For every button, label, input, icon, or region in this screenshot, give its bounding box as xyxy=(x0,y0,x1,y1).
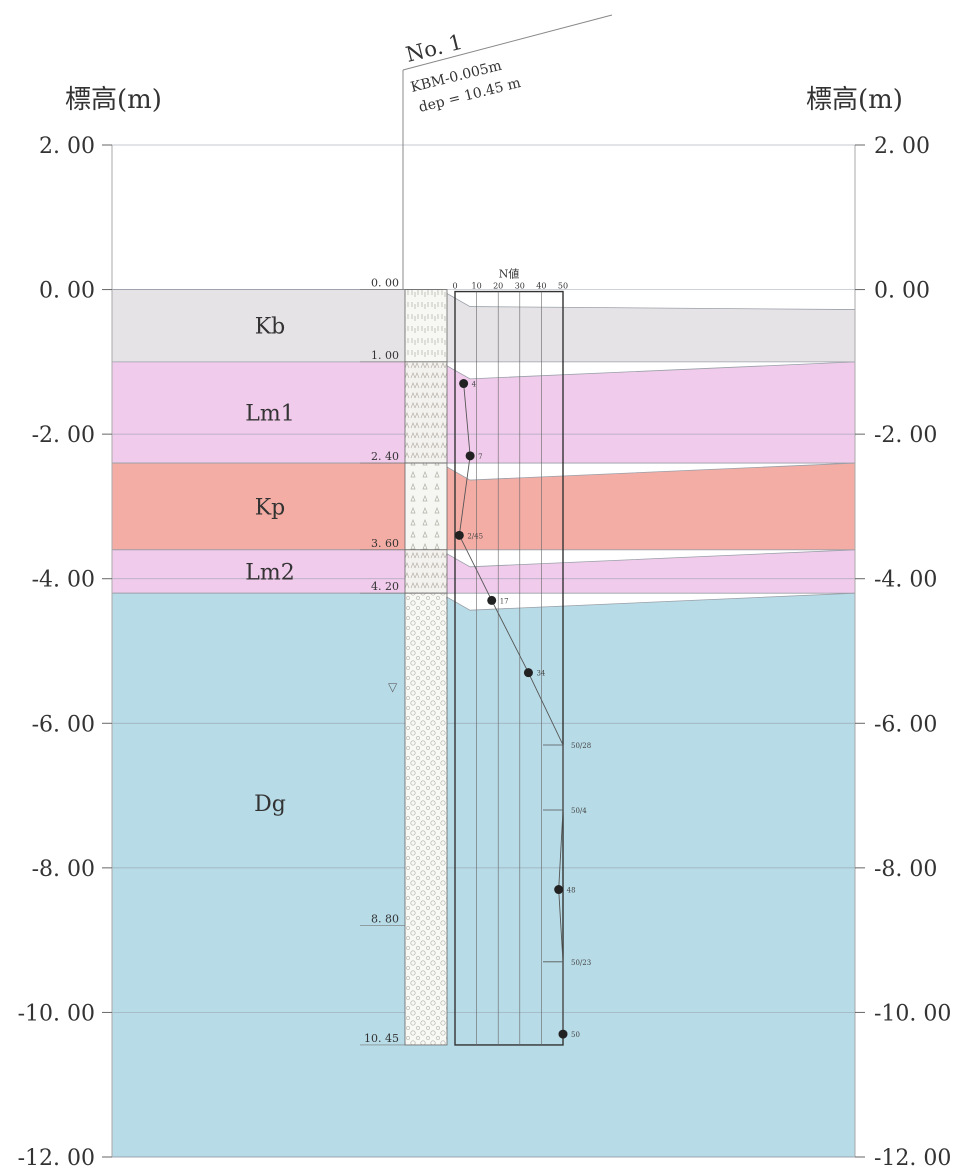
tick-label-left: -12. 00 xyxy=(18,1146,95,1171)
tick-label-right: -12. 00 xyxy=(874,1146,951,1171)
borehole-column xyxy=(404,289,448,1046)
n-value-point xyxy=(558,1029,568,1039)
elevation-tick-labels: 2. 00 2. 00 0. 00 0. 00 -2. 00 -2. 00 -4. 00 -4… xyxy=(18,134,952,1171)
layer-band-lm1 xyxy=(111,361,856,464)
n-value-chart: 0 10 20 30 40 50 N値 4 7 2/45 17 34 50/28 50/4 48 50/23 5… xyxy=(452,268,591,1046)
n-chart-tick: 50 xyxy=(558,282,568,291)
n-value-point xyxy=(459,379,469,389)
tick-label-right: 2. 00 xyxy=(874,134,930,159)
column-segment xyxy=(404,462,448,551)
n-chart-tick: 10 xyxy=(472,282,482,291)
depth-label: 4. 20 xyxy=(371,580,399,593)
borehole-leader-slanted xyxy=(402,14,613,71)
n-chart-title: N値 xyxy=(499,268,520,281)
column-segment xyxy=(404,592,448,1046)
n-value-point xyxy=(487,595,497,605)
n-value-label: 50/28 xyxy=(571,742,591,750)
n-value-label: 2/45 xyxy=(467,532,483,540)
column-segment xyxy=(404,289,448,363)
n-value-point xyxy=(523,668,533,678)
layer-label-dg: Dg xyxy=(254,792,286,817)
n-value-point xyxy=(454,530,464,540)
n-chart-tick: 0 xyxy=(452,282,457,291)
right-axis-title: 標高(m) xyxy=(806,85,903,115)
tick-label-right: -2. 00 xyxy=(874,423,937,448)
layer-label-kp: Kp xyxy=(255,495,286,520)
tick-label-left: 0. 00 xyxy=(39,279,95,304)
tick-label-left: -8. 00 xyxy=(32,857,95,882)
layer-band-kp xyxy=(111,462,856,551)
layer-label-lm2: Lm2 xyxy=(245,560,294,585)
tick-label-right: -8. 00 xyxy=(874,857,937,882)
tick-label-right: -4. 00 xyxy=(874,568,937,593)
left-axis-title: 標高(m) xyxy=(65,85,162,115)
depth-label: 3. 60 xyxy=(371,537,399,550)
depth-labels: 0. 00 1. 00 2. 40 3. 60 4. 20 8. 80 10. 45 xyxy=(360,277,405,1046)
n-value-label: 17 xyxy=(500,597,509,605)
n-value-label: 50/4 xyxy=(571,807,587,815)
layer-label-kb: Kb xyxy=(255,315,286,340)
layer-label-lm1: Lm1 xyxy=(245,401,294,426)
n-value-line xyxy=(458,383,564,1035)
tick-label-left: 2. 00 xyxy=(39,134,95,159)
borehole-header: No. 1 KBM-0.005m dep = 10.45 m xyxy=(402,14,613,290)
elevation-gridlines xyxy=(112,144,855,1158)
borehole-name: No. 1 xyxy=(403,30,464,67)
layer-labels: Kb Lm1 Kp Lm2 Dg xyxy=(245,315,294,817)
n-chart-tick: 40 xyxy=(536,282,546,291)
layer-band-kb xyxy=(111,289,856,363)
tick-label-left: -2. 00 xyxy=(32,423,95,448)
tick-label-right: 0. 00 xyxy=(874,279,930,304)
depth-label: 8. 80 xyxy=(371,913,399,926)
column-segment xyxy=(404,361,448,464)
n-chart-tick: 20 xyxy=(493,282,503,291)
column-segment xyxy=(404,549,448,594)
n-chart-tick: 30 xyxy=(515,282,525,291)
tick-label-left: -10. 00 xyxy=(18,1001,95,1026)
depth-label: 10. 45 xyxy=(364,1032,399,1045)
depth-label: 2. 40 xyxy=(371,450,399,463)
depth-label: 1. 00 xyxy=(371,349,399,362)
n-value-label: 34 xyxy=(536,670,545,678)
water-level-icon: ▽ xyxy=(388,680,398,694)
tick-label-left: -4. 00 xyxy=(32,568,95,593)
depth-label: 0. 00 xyxy=(371,277,399,290)
n-value-point xyxy=(465,451,475,461)
n-value-label: 50 xyxy=(571,1031,580,1039)
layer-band-lm2 xyxy=(111,549,856,594)
n-value-label: 7 xyxy=(478,453,482,461)
n-value-label: 4 xyxy=(472,381,477,389)
n-value-label: 50/23 xyxy=(571,959,591,967)
n-chart-frame xyxy=(454,290,564,1046)
layer-band-dg xyxy=(111,592,856,1158)
tick-label-right: -10. 00 xyxy=(874,1001,951,1026)
tick-label-right: -6. 00 xyxy=(874,712,937,737)
n-value-point xyxy=(554,885,564,895)
n-value-label: 48 xyxy=(567,887,576,895)
tick-label-left: -6. 00 xyxy=(32,712,95,737)
